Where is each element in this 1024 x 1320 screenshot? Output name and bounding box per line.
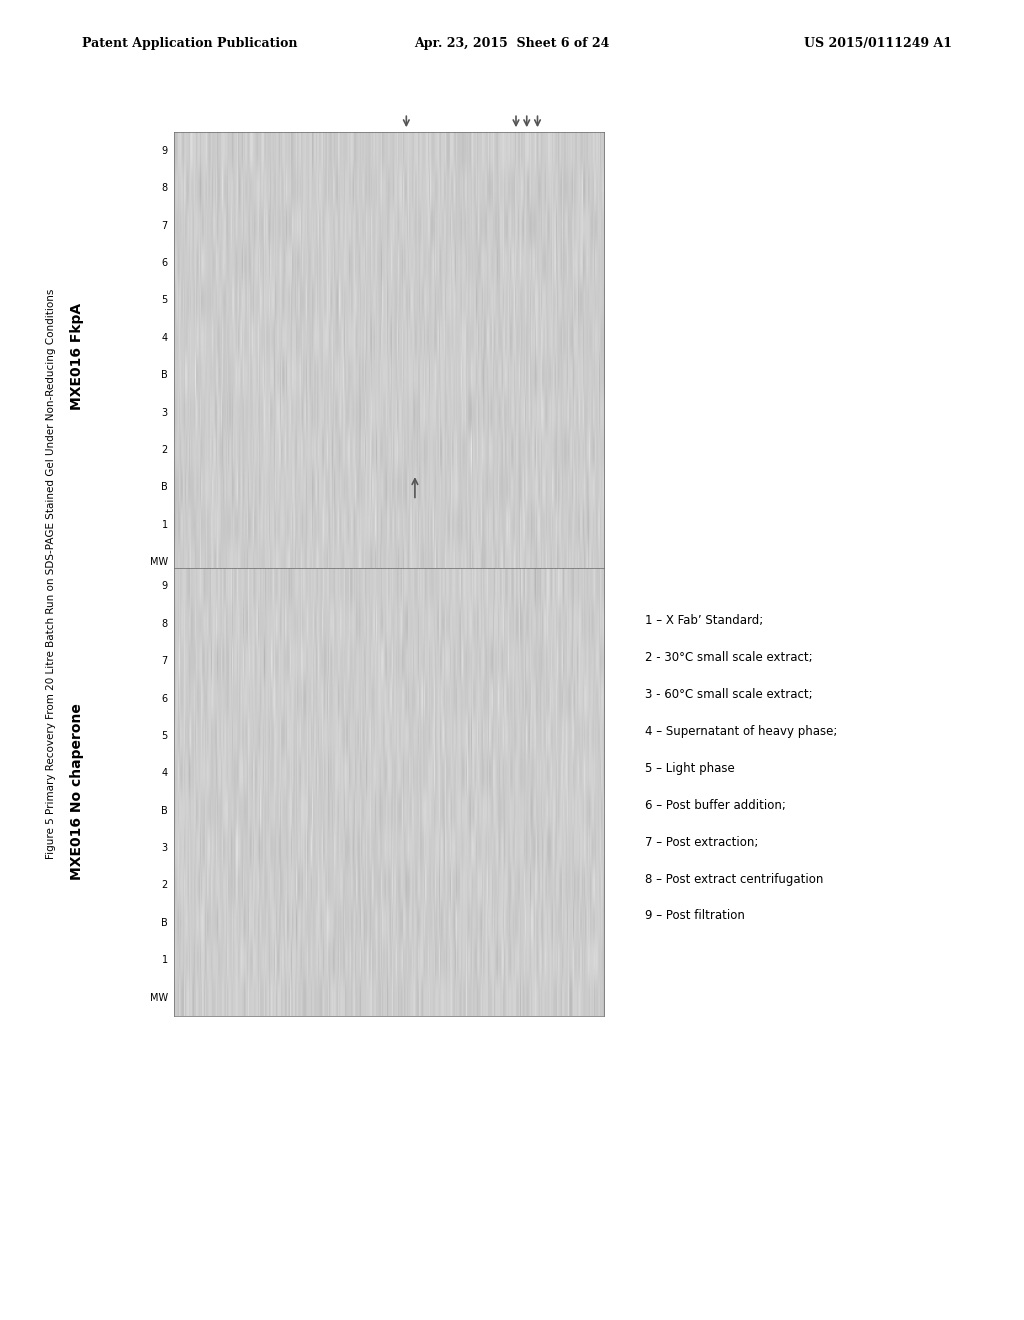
Text: MXE016 No chaperone: MXE016 No chaperone [70, 704, 84, 880]
Text: B: B [161, 482, 168, 492]
Text: B: B [161, 805, 168, 816]
Text: 6 – Post buffer addition;: 6 – Post buffer addition; [645, 799, 786, 812]
Text: Patent Application Publication: Patent Application Publication [82, 37, 297, 50]
Text: 9: 9 [162, 145, 168, 156]
Text: 4: 4 [162, 768, 168, 779]
Text: 5 – Light phase: 5 – Light phase [645, 762, 735, 775]
Text: 4 – Supernatant of heavy phase;: 4 – Supernatant of heavy phase; [645, 725, 838, 738]
Text: B: B [161, 917, 168, 928]
Text: 3 - 60°C small scale extract;: 3 - 60°C small scale extract; [645, 688, 813, 701]
Text: 2 - 30°C small scale extract;: 2 - 30°C small scale extract; [645, 651, 813, 664]
Text: 9 – Post filtration: 9 – Post filtration [645, 909, 745, 923]
Text: 8: 8 [162, 619, 168, 628]
Text: 8: 8 [162, 183, 168, 193]
Text: 1: 1 [162, 520, 168, 529]
Text: 3: 3 [162, 843, 168, 853]
Text: 4: 4 [162, 333, 168, 343]
Text: B: B [161, 370, 168, 380]
Text: 7: 7 [162, 656, 168, 667]
Text: 2: 2 [162, 445, 168, 455]
Text: 9: 9 [162, 581, 168, 591]
Text: 7 – Post extraction;: 7 – Post extraction; [645, 836, 759, 849]
Text: 7: 7 [162, 220, 168, 231]
Text: US 2015/0111249 A1: US 2015/0111249 A1 [804, 37, 952, 50]
Text: 3: 3 [162, 408, 168, 417]
Text: MXE016 FkpA: MXE016 FkpA [70, 302, 84, 411]
Text: 8 – Post extract centrifugation: 8 – Post extract centrifugation [645, 873, 823, 886]
Text: Apr. 23, 2015  Sheet 6 of 24: Apr. 23, 2015 Sheet 6 of 24 [415, 37, 609, 50]
Text: 1 – X Fab’ Standard;: 1 – X Fab’ Standard; [645, 614, 763, 627]
Text: 1: 1 [162, 956, 168, 965]
Text: 5: 5 [162, 296, 168, 305]
Text: 6: 6 [162, 693, 168, 704]
Text: 2: 2 [162, 880, 168, 891]
Text: Figure 5 Primary Recovery From 20 Litre Batch Run on SDS-PAGE Stained Gel Under : Figure 5 Primary Recovery From 20 Litre … [46, 289, 56, 859]
Text: MW: MW [150, 557, 168, 568]
Text: 5: 5 [162, 731, 168, 741]
Text: MW: MW [150, 993, 168, 1003]
Text: 6: 6 [162, 257, 168, 268]
